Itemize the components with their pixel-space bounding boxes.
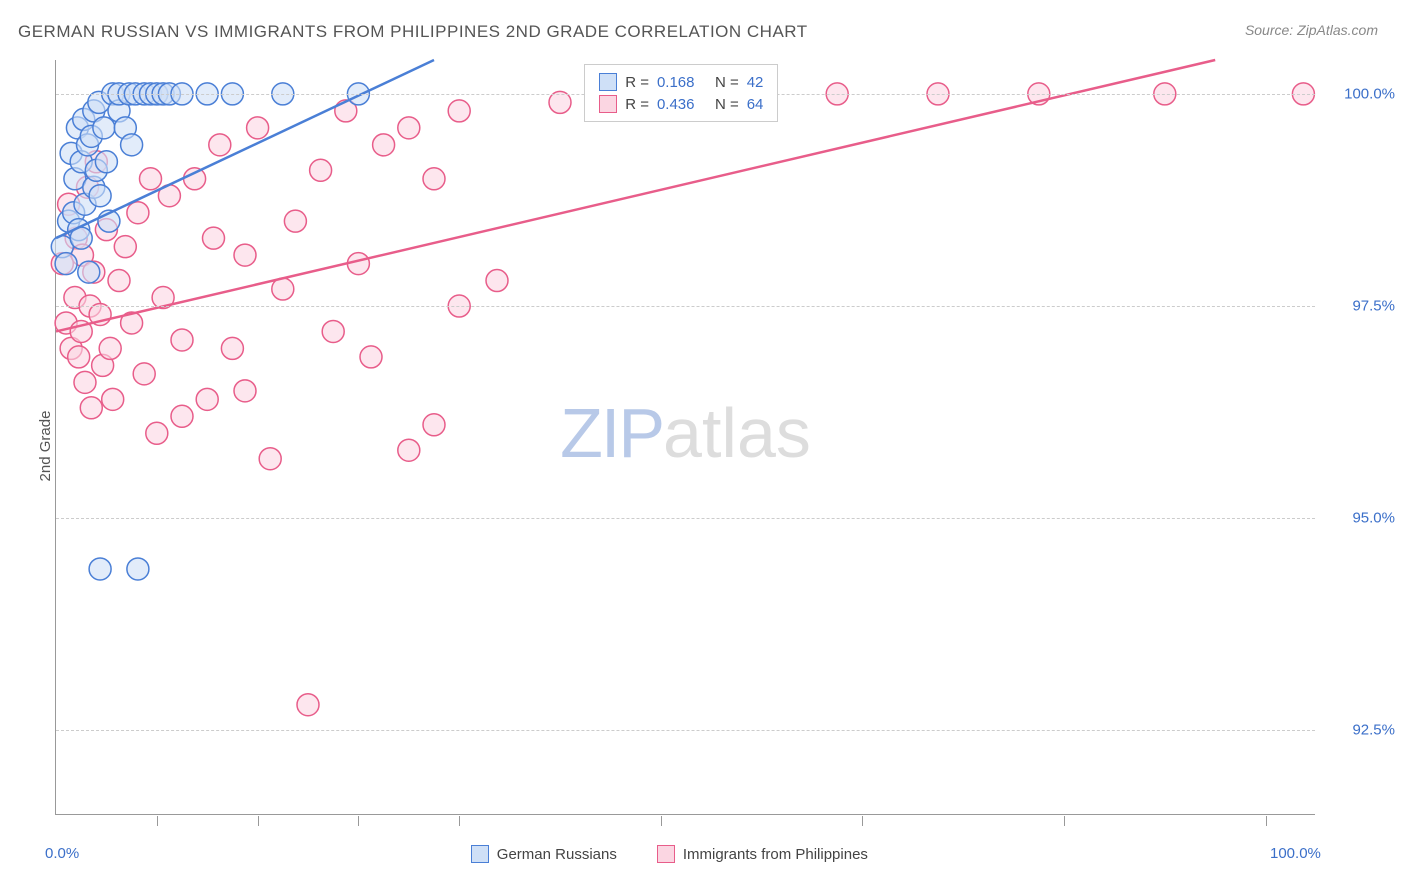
- scatter-point: [171, 405, 193, 427]
- scatter-point: [448, 100, 470, 122]
- scatter-point: [398, 117, 420, 139]
- scatter-point: [78, 261, 100, 283]
- y-tick-label: 97.5%: [1325, 298, 1395, 315]
- legend-series-item: German Russians: [471, 843, 617, 865]
- x-tick: [1266, 816, 1267, 826]
- scatter-point: [398, 439, 420, 461]
- y-tick-label: 100.0%: [1325, 85, 1395, 102]
- scatter-point: [259, 448, 281, 470]
- scatter-point: [171, 329, 193, 351]
- x-tick: [661, 816, 662, 826]
- n-label: N =: [715, 96, 739, 113]
- scatter-point: [209, 134, 231, 156]
- plot-svg: [56, 60, 1316, 815]
- gridline: [56, 730, 1315, 731]
- plot-area: ZIPatlas 92.5%95.0%97.5%100.0%: [55, 60, 1315, 815]
- n-value: 64: [747, 96, 764, 113]
- scatter-point: [89, 185, 111, 207]
- scatter-point: [80, 397, 102, 419]
- scatter-point: [133, 363, 155, 385]
- legend-swatch: [657, 845, 675, 863]
- scatter-point: [284, 210, 306, 232]
- legend-series-item: Immigrants from Philippines: [657, 843, 868, 865]
- r-label: R =: [625, 74, 649, 91]
- legend-series-label: German Russians: [497, 846, 617, 863]
- scatter-point: [99, 337, 121, 359]
- scatter-point: [89, 558, 111, 580]
- scatter-point: [360, 346, 382, 368]
- r-value: 0.168: [657, 74, 707, 91]
- scatter-point: [95, 151, 117, 173]
- gridline: [56, 518, 1315, 519]
- scatter-point: [102, 388, 124, 410]
- y-tick-label: 95.0%: [1325, 510, 1395, 527]
- scatter-point: [297, 694, 319, 716]
- scatter-point: [310, 159, 332, 181]
- correlation-chart: GERMAN RUSSIAN VS IMMIGRANTS FROM PHILIP…: [0, 0, 1406, 892]
- scatter-point: [55, 253, 77, 275]
- x-tick: [1064, 816, 1065, 826]
- legend-swatch: [599, 73, 617, 91]
- y-axis-label: 2nd Grade: [37, 411, 54, 482]
- scatter-point: [121, 134, 143, 156]
- r-label: R =: [625, 96, 649, 113]
- x-tick: [157, 816, 158, 826]
- gridline: [56, 306, 1315, 307]
- scatter-point: [146, 422, 168, 444]
- scatter-point: [486, 270, 508, 292]
- scatter-point: [140, 168, 162, 190]
- x-tick: [358, 816, 359, 826]
- legend-stats: R = 0.168 N = 42 R = 0.436 N = 64: [584, 64, 778, 122]
- scatter-point: [322, 320, 344, 342]
- x-tick-label: 0.0%: [45, 845, 79, 862]
- scatter-point: [184, 168, 206, 190]
- scatter-point: [114, 236, 136, 258]
- scatter-point: [234, 380, 256, 402]
- r-value: 0.436: [657, 96, 707, 113]
- source-attribution: Source: ZipAtlas.com: [1245, 22, 1378, 38]
- x-tick: [862, 816, 863, 826]
- scatter-point: [108, 270, 130, 292]
- scatter-point: [68, 346, 90, 368]
- legend-series: German Russians Immigrants from Philippi…: [471, 843, 868, 865]
- scatter-point: [247, 117, 269, 139]
- scatter-point: [93, 117, 115, 139]
- scatter-point: [196, 388, 218, 410]
- scatter-point: [423, 414, 445, 436]
- legend-series-label: Immigrants from Philippines: [683, 846, 868, 863]
- scatter-point: [127, 558, 149, 580]
- x-tick-label: 100.0%: [1270, 845, 1321, 862]
- scatter-point: [203, 227, 225, 249]
- legend-swatch: [471, 845, 489, 863]
- chart-title: GERMAN RUSSIAN VS IMMIGRANTS FROM PHILIP…: [18, 22, 808, 42]
- scatter-point: [423, 168, 445, 190]
- scatter-point: [373, 134, 395, 156]
- x-tick: [459, 816, 460, 826]
- x-tick: [258, 816, 259, 826]
- scatter-point: [74, 371, 96, 393]
- y-tick-label: 92.5%: [1325, 722, 1395, 739]
- n-value: 42: [747, 74, 764, 91]
- scatter-point: [234, 244, 256, 266]
- n-label: N =: [715, 74, 739, 91]
- legend-swatch: [599, 95, 617, 113]
- legend-stat-row: R = 0.168 N = 42: [599, 71, 763, 93]
- scatter-point: [221, 337, 243, 359]
- scatter-point: [127, 202, 149, 224]
- legend-stat-row: R = 0.436 N = 64: [599, 93, 763, 115]
